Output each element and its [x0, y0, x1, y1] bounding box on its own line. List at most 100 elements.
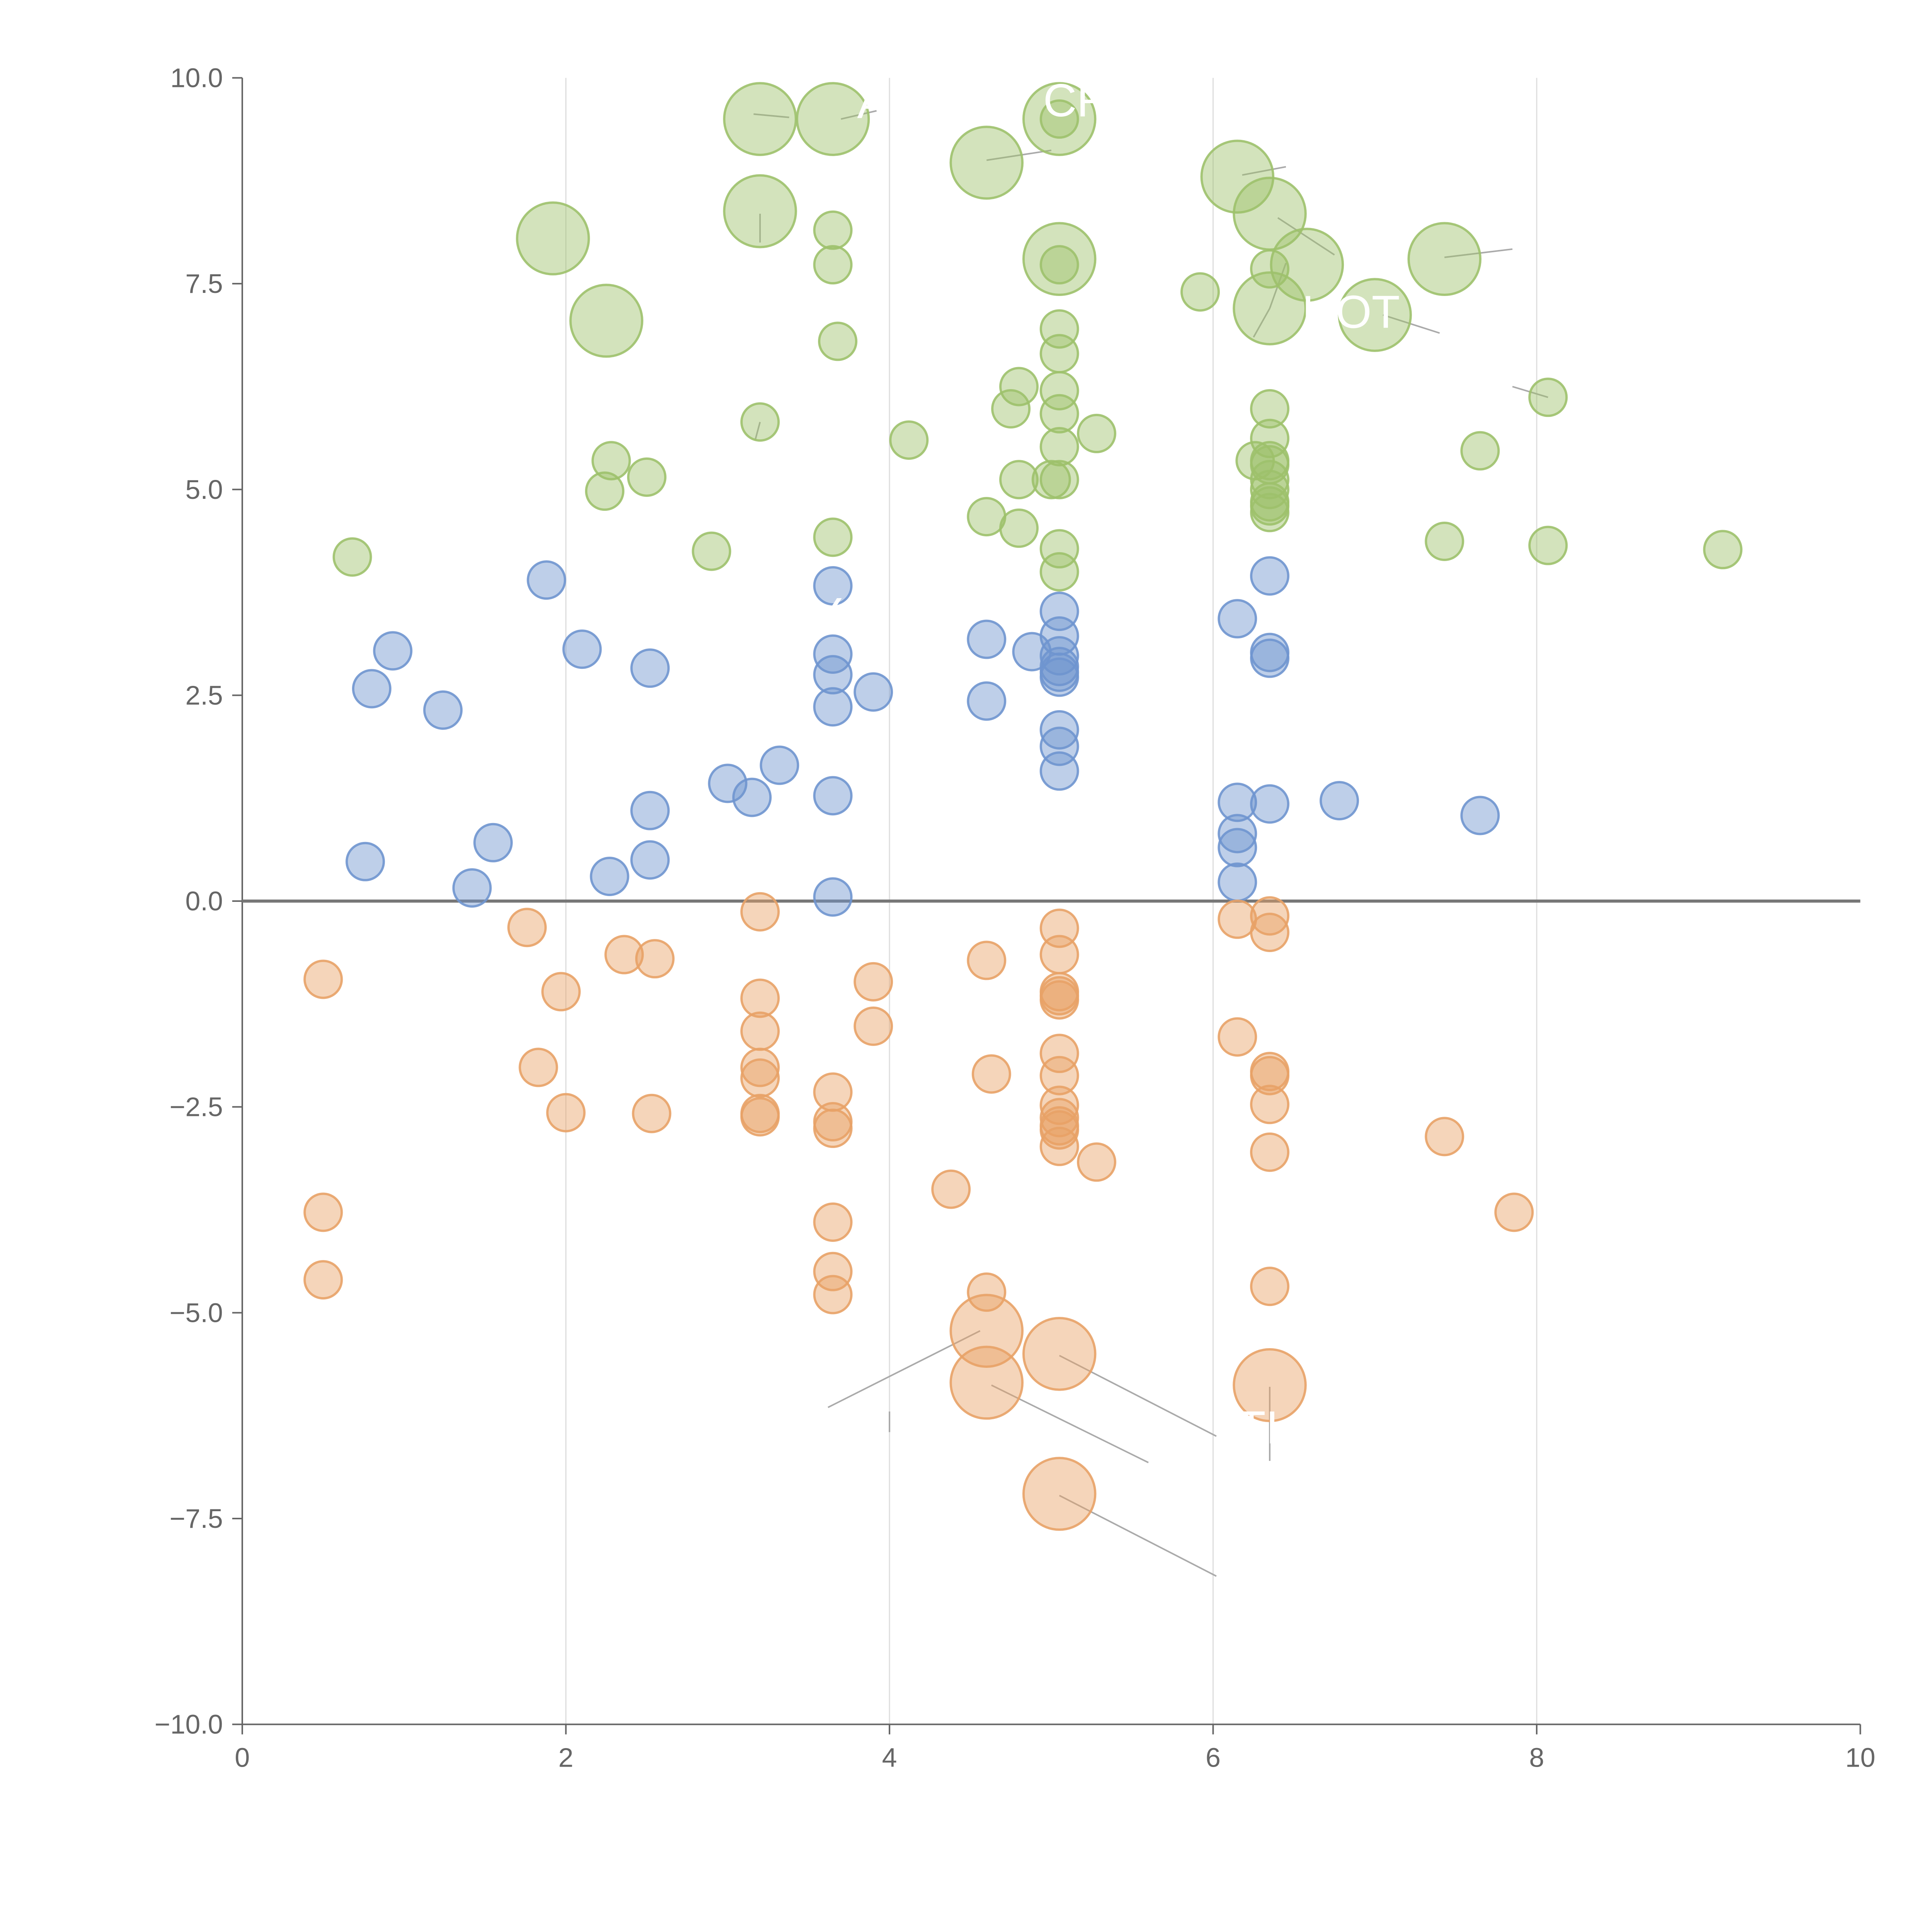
leader-line [1059, 1495, 1217, 1577]
leader-line [986, 150, 1052, 161]
orange-bubble [854, 962, 893, 1002]
green-bubble [1250, 389, 1290, 429]
green-bubble [1039, 427, 1079, 466]
orange-bubble [1039, 1110, 1079, 1150]
orange-bubble [1250, 1132, 1290, 1172]
leader-line [1059, 1355, 1217, 1437]
points-layer [303, 82, 1743, 1531]
orange-bubble [931, 1169, 971, 1209]
orange-bubble [635, 939, 675, 979]
orange-bubble [1039, 980, 1079, 1020]
green-bubble [1039, 334, 1079, 374]
orange-bubble [740, 1011, 780, 1051]
x-tick-label: 0 [235, 1743, 250, 1773]
green-bubble [627, 457, 667, 497]
green-bubble [723, 174, 797, 248]
x-tick-label: 8 [1529, 1743, 1544, 1773]
green-bubble [1077, 413, 1116, 453]
orange-bubble [1250, 1056, 1290, 1095]
x-tick-label: 10 [1845, 1743, 1876, 1773]
blue-bubble [1460, 796, 1500, 835]
y-tick-label: 5.0 [185, 474, 223, 505]
blue-bubble [1250, 556, 1290, 596]
orange-bubble [303, 959, 343, 999]
leader-line [1242, 166, 1286, 176]
orange-bubble [813, 1109, 853, 1148]
orange-bubble [303, 1192, 343, 1232]
blue-bubble [452, 868, 492, 908]
green-bubble [818, 321, 857, 361]
leader-line [827, 1330, 981, 1408]
blue-bubble [345, 842, 385, 881]
y-tick-label: −7.5 [170, 1503, 223, 1534]
green-bubble [1425, 522, 1464, 561]
orange-bubble [813, 1275, 853, 1315]
orange-bubble [1233, 1348, 1307, 1422]
orange-bubble [1039, 1034, 1079, 1073]
point-labels: A CR HOT Y TI [812, 75, 1400, 1453]
blue-bubble [760, 745, 799, 785]
orange-bubble [1077, 1142, 1116, 1182]
blue-bubble [562, 629, 602, 669]
orange-bubble [1039, 1126, 1079, 1166]
blue-bubble [1039, 710, 1079, 750]
orange-bubble [971, 1054, 1011, 1094]
green-bubble [1528, 378, 1568, 417]
green-bubble [1039, 529, 1079, 569]
orange-bubble [1250, 913, 1290, 952]
blue-bubble [1039, 657, 1079, 697]
orange-bubble [1039, 1098, 1079, 1138]
green-bubble [1703, 530, 1743, 570]
blue-bubble [630, 648, 670, 688]
blue-bubble [1218, 782, 1257, 822]
leader-line [840, 110, 877, 120]
blue-bubble [813, 687, 853, 727]
green-bubble [516, 201, 590, 276]
green-bubble [1039, 460, 1079, 500]
green-bubble [1022, 222, 1097, 296]
green-bubble [1039, 552, 1079, 592]
orange-bubble [740, 1097, 780, 1137]
orange-bubble [1425, 1117, 1464, 1156]
point-label: HOT [1302, 286, 1400, 338]
orange-bubble [949, 1294, 1024, 1368]
green-bubble [1407, 222, 1482, 296]
green-bubble [1022, 82, 1097, 156]
blue-bubble [813, 776, 853, 816]
blue-bubble [1218, 599, 1257, 639]
blue-bubble [708, 764, 748, 803]
green-bubble [1270, 228, 1344, 302]
orange-bubble [541, 972, 581, 1012]
green-bubble [813, 517, 853, 557]
orange-bubble [519, 1048, 558, 1087]
green-bubble [585, 471, 624, 511]
y-tick-label: 10.0 [170, 63, 223, 93]
point-label: CR [1043, 75, 1110, 126]
blue-bubble [813, 634, 853, 674]
green-bubble [889, 420, 929, 460]
green-bubble [1039, 99, 1079, 139]
green-bubble [1528, 526, 1568, 565]
blue-bubble [854, 672, 893, 712]
blue-bubble [473, 823, 513, 862]
leader-line [991, 1384, 1149, 1463]
point-label: A [857, 76, 888, 128]
y-tick-label: 2.5 [185, 680, 223, 710]
blue-bubble [352, 669, 391, 709]
y-tick-label: −5.0 [170, 1298, 223, 1328]
blue-bubble [813, 566, 853, 606]
orange-bubble [740, 1058, 780, 1098]
green-bubble [1250, 249, 1290, 289]
green-bubble [740, 402, 780, 442]
green-bubble [813, 210, 853, 250]
blue-bubble [1039, 751, 1079, 791]
green-bubble [1039, 245, 1079, 285]
x-tick-label: 6 [1206, 1743, 1221, 1773]
orange-bubble [1250, 896, 1290, 936]
y-tick-label: −2.5 [170, 1092, 223, 1122]
y-tick-label: 0.0 [185, 886, 223, 916]
leader-lines [753, 110, 1548, 1577]
green-bubble [1250, 469, 1290, 509]
